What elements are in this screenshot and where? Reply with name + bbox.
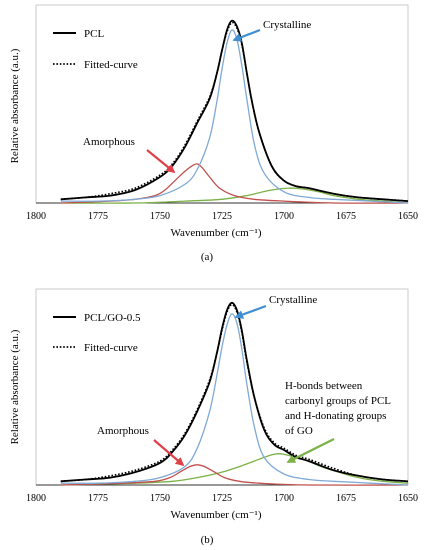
panel-b-arrow-amorphous [153,439,185,467]
hbonds-line: and H-donating groups [285,410,386,422]
panel-a-label: (a) [201,251,214,263]
x-tick-label: 1775 [88,211,108,222]
x-tick-label: 1650 [398,493,418,504]
x-tick-label: 1725 [212,211,232,222]
x-tick-label: 1650 [398,211,418,222]
panel-b-x-axis-label: Wavenumber (cm⁻¹) [171,509,262,521]
panel-a: Relative absorbance (a.u.) 1800 1775 175… [9,4,418,263]
x-tick-label: 1700 [274,211,294,222]
hbonds-line: of GO [285,425,313,437]
x-tick-label: 1750 [150,211,170,222]
hbonds-line: H-bonds between [285,380,363,392]
x-tick-label: 1800 [26,493,46,504]
panel-b-series-crystalline [60,313,409,486]
x-tick-label: 1800 [26,211,46,222]
x-tick-label: 1775 [88,493,108,504]
panel-a-legend: PCL Fitted-curve [53,28,138,71]
panel-b-legend-label-fitted: Fitted-curve [84,342,138,354]
x-tick-label: 1725 [212,493,232,504]
x-tick-label: 1675 [336,493,356,504]
panel-a-arrow-crystalline [232,28,261,42]
panel-a-x-axis-label: Wavenumber (cm⁻¹) [171,227,262,239]
x-tick-label: 1750 [150,493,170,504]
panel-a-legend-label-fitted: Fitted-curve [84,59,138,71]
panel-b-annotations: Crystalline Amorphous H-bonds between ca… [97,294,393,467]
panel-a-annotation-amorphous: Amorphous [83,136,135,148]
panel-b-arrow-crystalline [234,304,267,319]
panel-b-x-ticks: 1800 1775 1750 1725 1700 1675 1650 [26,493,418,504]
panel-b-series [60,301,409,486]
panel-b-annotation-crystalline: Crystalline [269,294,317,306]
panel-a-x-ticks: 1800 1775 1750 1725 1700 1675 1650 [26,211,418,222]
panel-a-series-h-bonded [60,187,409,204]
panel-b-arrow-hbonds [286,438,335,463]
panel-a-series-amorphous [60,163,409,204]
panel-b-series-amorphous [60,464,409,486]
panel-b-annotation-hbonds: H-bonds between carbonyl groups of PCL a… [285,380,393,437]
panel-a-series [60,19,409,204]
panel-a-annotation-crystalline: Crystalline [263,19,311,31]
panel-a-series-fitted [60,21,409,202]
panel-b-legend-label-measured: PCL/GO-0.5 [84,312,141,324]
x-tick-label: 1675 [336,211,356,222]
panel-b-legend: PCL/GO-0.5 Fitted-curve [53,312,141,354]
panel-a-series-measured [60,19,409,202]
hbonds-line: carbonyl groups of PCL [285,395,391,407]
panel-b-label: (b) [201,534,214,546]
panel-b-series-measured [60,301,409,483]
panel-a-annotations: Crystalline Amorphous [83,19,311,174]
panel-a-arrow-amorphous [146,149,176,174]
panel-b-series-h-bonded [60,453,409,486]
panel-a-x-axis: 1800 1775 1750 1725 1700 1675 1650 Waven… [26,202,418,239]
panel-b-x-axis: 1800 1775 1750 1725 1700 1675 1650 Waven… [26,484,418,521]
x-tick-label: 1700 [274,493,294,504]
panel-a-series-crystalline [60,29,409,204]
panel-b-annotation-amorphous: Amorphous [97,425,149,437]
panel-a-legend-label-measured: PCL [84,28,104,40]
panel-b-y-axis-label: Relative absorbance (a.u.) [9,329,21,444]
panel-b: Relative absorbance (a.u.) 1800 1775 175… [9,288,418,546]
panel-b-series-fitted [60,303,409,483]
panel-a-y-axis-label: Relative absorbance (a.u.) [9,48,21,163]
